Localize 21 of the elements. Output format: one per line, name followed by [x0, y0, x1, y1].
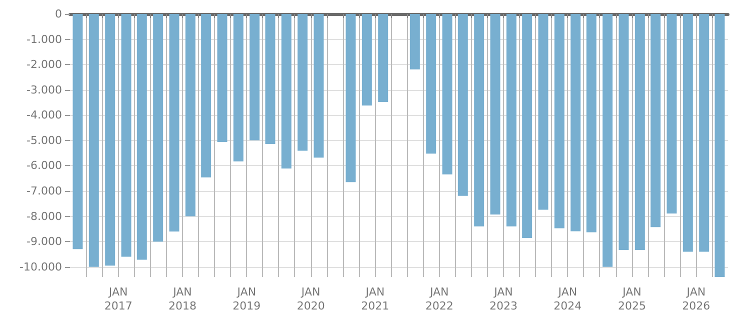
y-tick-label: -5.000 [26, 134, 62, 147]
x-tick-label: JAN 2023 [490, 286, 518, 312]
y-tick-label: -10.000 [20, 260, 62, 274]
y-tick-label: -3.000 [26, 83, 62, 96]
y-tick-label: -1.000 [26, 32, 62, 46]
y-tick-label: -6.000 [26, 159, 62, 172]
y-tick-label: -2.000 [26, 58, 62, 72]
y-tick-label: -8.000 [26, 210, 62, 223]
x-tick-label: JAN 2019 [232, 286, 261, 312]
y-tick-label: -7.000 [26, 184, 62, 198]
x-tick-label: JAN 2026 [682, 286, 710, 312]
x-tick-label: JAN 2025 [618, 286, 646, 312]
x-tick-label: JAN 2024 [554, 286, 582, 312]
x-tick-label: JAN 2017 [104, 286, 132, 312]
x-tick-label: JAN 2021 [361, 286, 390, 312]
y-tick-label: 0 [55, 8, 62, 20]
y-tick-label: -4.000 [26, 108, 62, 122]
x-tick-label: JAN 2018 [168, 286, 197, 312]
x-tick-label: JAN 2020 [296, 286, 325, 312]
x-tick-label: JAN 2022 [425, 286, 454, 312]
y-tick-label: -9.000 [26, 235, 62, 248]
